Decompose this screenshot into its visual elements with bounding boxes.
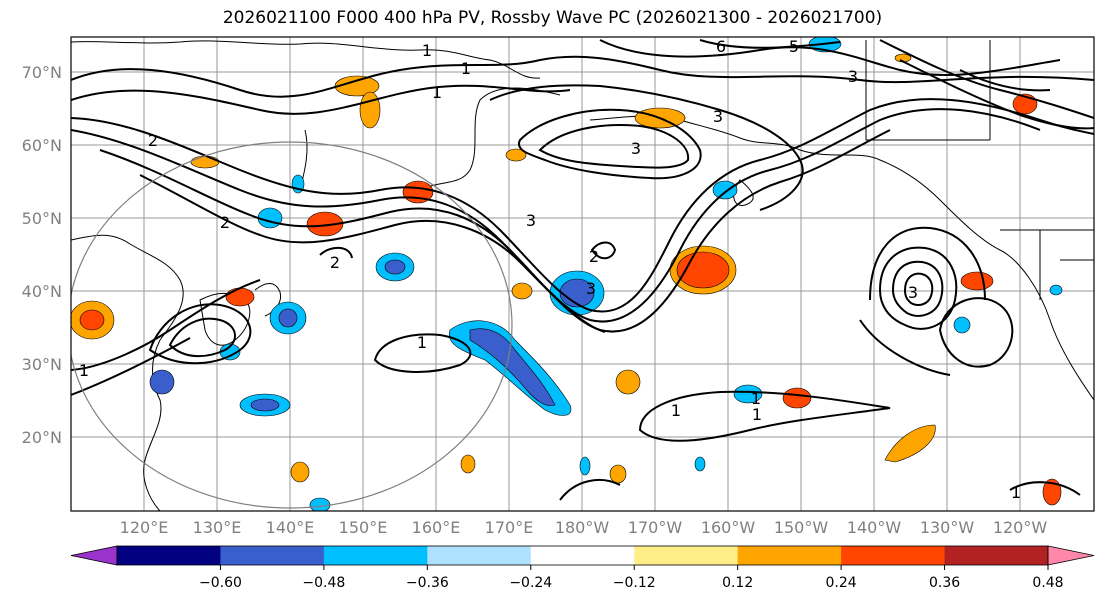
colorbar-segment xyxy=(427,546,532,565)
colorbar-tick-label: −0.48 xyxy=(302,575,345,591)
contour-value-label: 1 xyxy=(1011,483,1021,502)
contour-value-label: 3 xyxy=(586,279,596,298)
contour-value-label: 1 xyxy=(752,405,762,424)
contour-value-label: 1 xyxy=(417,333,427,352)
colorbar-tick-label: 0.36 xyxy=(929,575,960,591)
latitude-label: 60°N xyxy=(22,136,62,155)
colorbar-segment xyxy=(323,546,428,565)
colorbar-tick-label: 0.24 xyxy=(826,575,857,591)
colorbar-segment xyxy=(220,546,325,565)
colorbar-extend-high xyxy=(1047,545,1095,566)
contour-value-label: 5 xyxy=(789,37,799,56)
longitude-label: 130°W xyxy=(920,518,975,537)
longitude-label: 170°W xyxy=(628,518,683,537)
map-title: 2026021100 F000 400 hPa PV, Rossby Wave … xyxy=(222,8,883,28)
longitude-label: 140°E xyxy=(266,518,315,537)
contour-value-label: 1 xyxy=(751,389,761,408)
colorbar-tick-label: −0.36 xyxy=(406,575,449,591)
contour-value-label: 3 xyxy=(908,283,918,302)
colorbar-segment xyxy=(530,546,635,565)
contour-value-label: 1 xyxy=(79,361,89,380)
colorbar-tick-label: −0.12 xyxy=(613,575,656,591)
contour-value-label: 6 xyxy=(716,37,726,56)
contour-value-label: 3 xyxy=(526,211,536,230)
contour-value-label: 1 xyxy=(461,59,471,78)
colorbar-tick-label: 0.12 xyxy=(722,575,753,591)
longitude-label: 160°W xyxy=(701,518,756,537)
colorbar-segment xyxy=(634,546,739,565)
contour-value-label: 2 xyxy=(220,213,230,232)
longitude-label: 150°E xyxy=(339,518,388,537)
colorbar-segment xyxy=(117,546,221,565)
colorbar-tick-label: −0.60 xyxy=(199,575,242,591)
longitude-labels: 120°E 130°E 140°E 150°E 160°E 170°E 180°W 170°W… xyxy=(120,518,1048,537)
contour-value-label: 3 xyxy=(713,107,723,126)
pv-contours xyxy=(71,39,1094,501)
reference-circle xyxy=(71,141,513,509)
longitude-label: 150°W xyxy=(774,518,829,537)
latitude-label: 50°N xyxy=(22,209,62,228)
colorbar-segment xyxy=(841,546,946,565)
contour-value-label: 2 xyxy=(330,253,340,272)
colorbar: −0.60 −0.48 −0.36 −0.24 −0.12 0.12 0.24 0.36 0.4… xyxy=(70,545,1095,591)
colorbar-segment xyxy=(737,546,842,565)
latitude-label: 30°N xyxy=(22,355,62,374)
shading-patches xyxy=(71,37,1063,511)
contour-value-label: 1 xyxy=(432,83,442,102)
longitude-label: 120°E xyxy=(120,518,169,537)
contour-value-label: 2 xyxy=(589,247,599,266)
longitude-label: 170°E xyxy=(485,518,534,537)
map-frame xyxy=(70,36,1095,512)
latitude-label: 20°N xyxy=(22,428,62,447)
longitude-label: 140°W xyxy=(847,518,902,537)
contour-value-label: 1 xyxy=(422,41,432,60)
colorbar-tick-label: 0.48 xyxy=(1032,575,1063,591)
longitude-label: 130°E xyxy=(193,518,242,537)
longitude-label: 120°W xyxy=(993,518,1048,537)
contour-value-label: 1 xyxy=(671,401,681,420)
colorbar-tick-label: −0.24 xyxy=(509,575,552,591)
contour-value-label: 2 xyxy=(148,131,158,150)
latitude-label: 40°N xyxy=(22,282,62,301)
colorbar-segment xyxy=(944,546,1049,565)
colorbar-frame xyxy=(116,545,1049,566)
longitude-label: 160°E xyxy=(412,518,461,537)
longitude-label: 180°W xyxy=(555,518,610,537)
contour-value-label: 3 xyxy=(848,67,858,86)
contour-value-label: 3 xyxy=(631,139,641,158)
colorbar-extend-low xyxy=(70,545,118,566)
latitude-labels: 70°N 60°N 50°N 40°N 30°N 20°N xyxy=(22,63,62,447)
latitude-label: 70°N xyxy=(22,63,62,82)
